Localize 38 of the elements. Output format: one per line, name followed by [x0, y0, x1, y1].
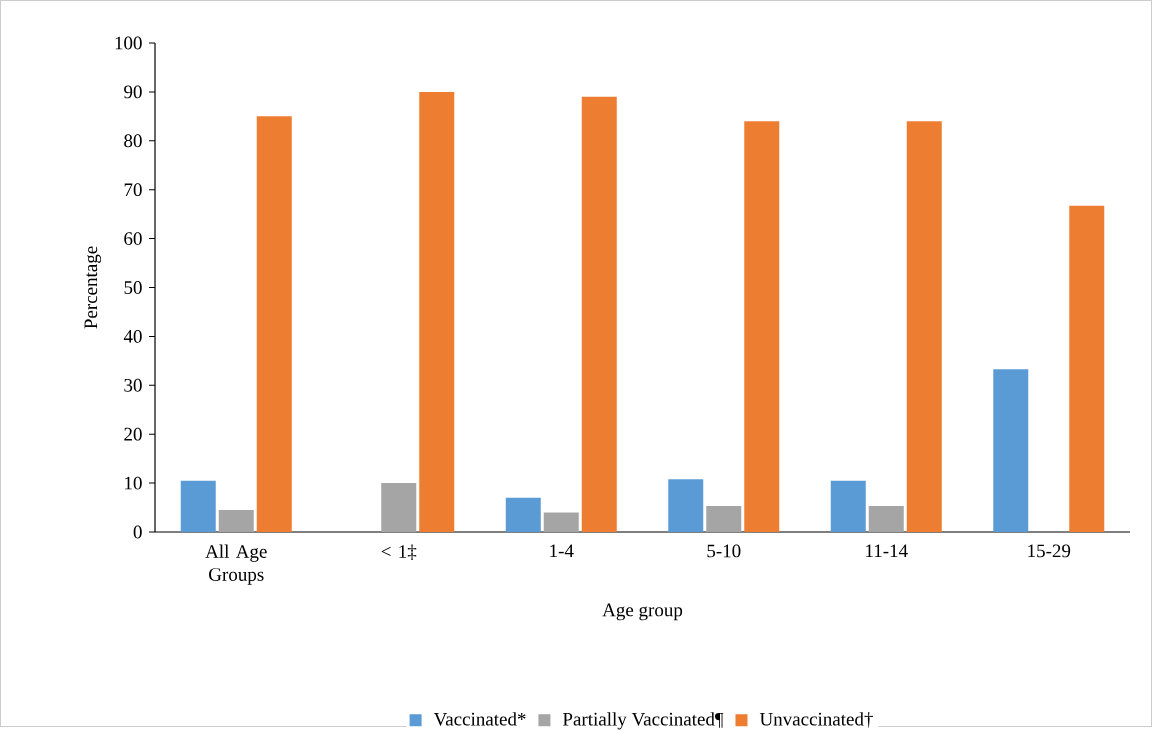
bar [906, 121, 942, 532]
bar [581, 96, 617, 532]
x-tick-label: 1-4 [550, 544, 574, 557]
y-tick-label: 0 [133, 525, 142, 539]
y-tick-label: 40 [123, 329, 142, 343]
legend-label: Unvaccinated† [759, 712, 873, 728]
y-tick-label: 30 [124, 378, 142, 392]
x-tick-label: 11-14 [866, 544, 908, 557]
bar [668, 479, 704, 532]
y-tick-label: 10 [125, 476, 142, 490]
bar [706, 505, 742, 532]
bar [993, 369, 1029, 532]
x-tick-label: < 1‡ [381, 544, 417, 560]
bar [1069, 205, 1105, 532]
legend-label: Partially Vaccinated¶ [562, 712, 724, 730]
y-tick-label: 60 [124, 232, 142, 245]
bar [180, 480, 216, 532]
legend-label: Vaccinated* [433, 712, 526, 726]
y-tick-label: 100 [115, 36, 142, 50]
bar [381, 482, 417, 532]
y-tick-label: 50 [124, 280, 142, 294]
bar [543, 512, 579, 532]
y-tick-label: 70 [124, 183, 142, 196]
x-axis-title: Age group [602, 603, 683, 621]
bar [419, 91, 455, 532]
y-axis-title: Percentage [84, 246, 102, 329]
y-tick-label: 20 [124, 427, 142, 441]
bar [218, 509, 254, 532]
x-tick-label: 15-29 [1028, 544, 1071, 558]
bar [744, 121, 780, 532]
x-tick-label: 5-10 [707, 544, 741, 558]
y-tick-label: 80 [124, 134, 142, 148]
bar [830, 480, 866, 532]
y-tick-label: 90 [124, 85, 142, 99]
bar [868, 505, 904, 532]
bar [505, 497, 541, 532]
x-tick-label: All Age Groups [205, 544, 267, 585]
bar [256, 116, 292, 532]
